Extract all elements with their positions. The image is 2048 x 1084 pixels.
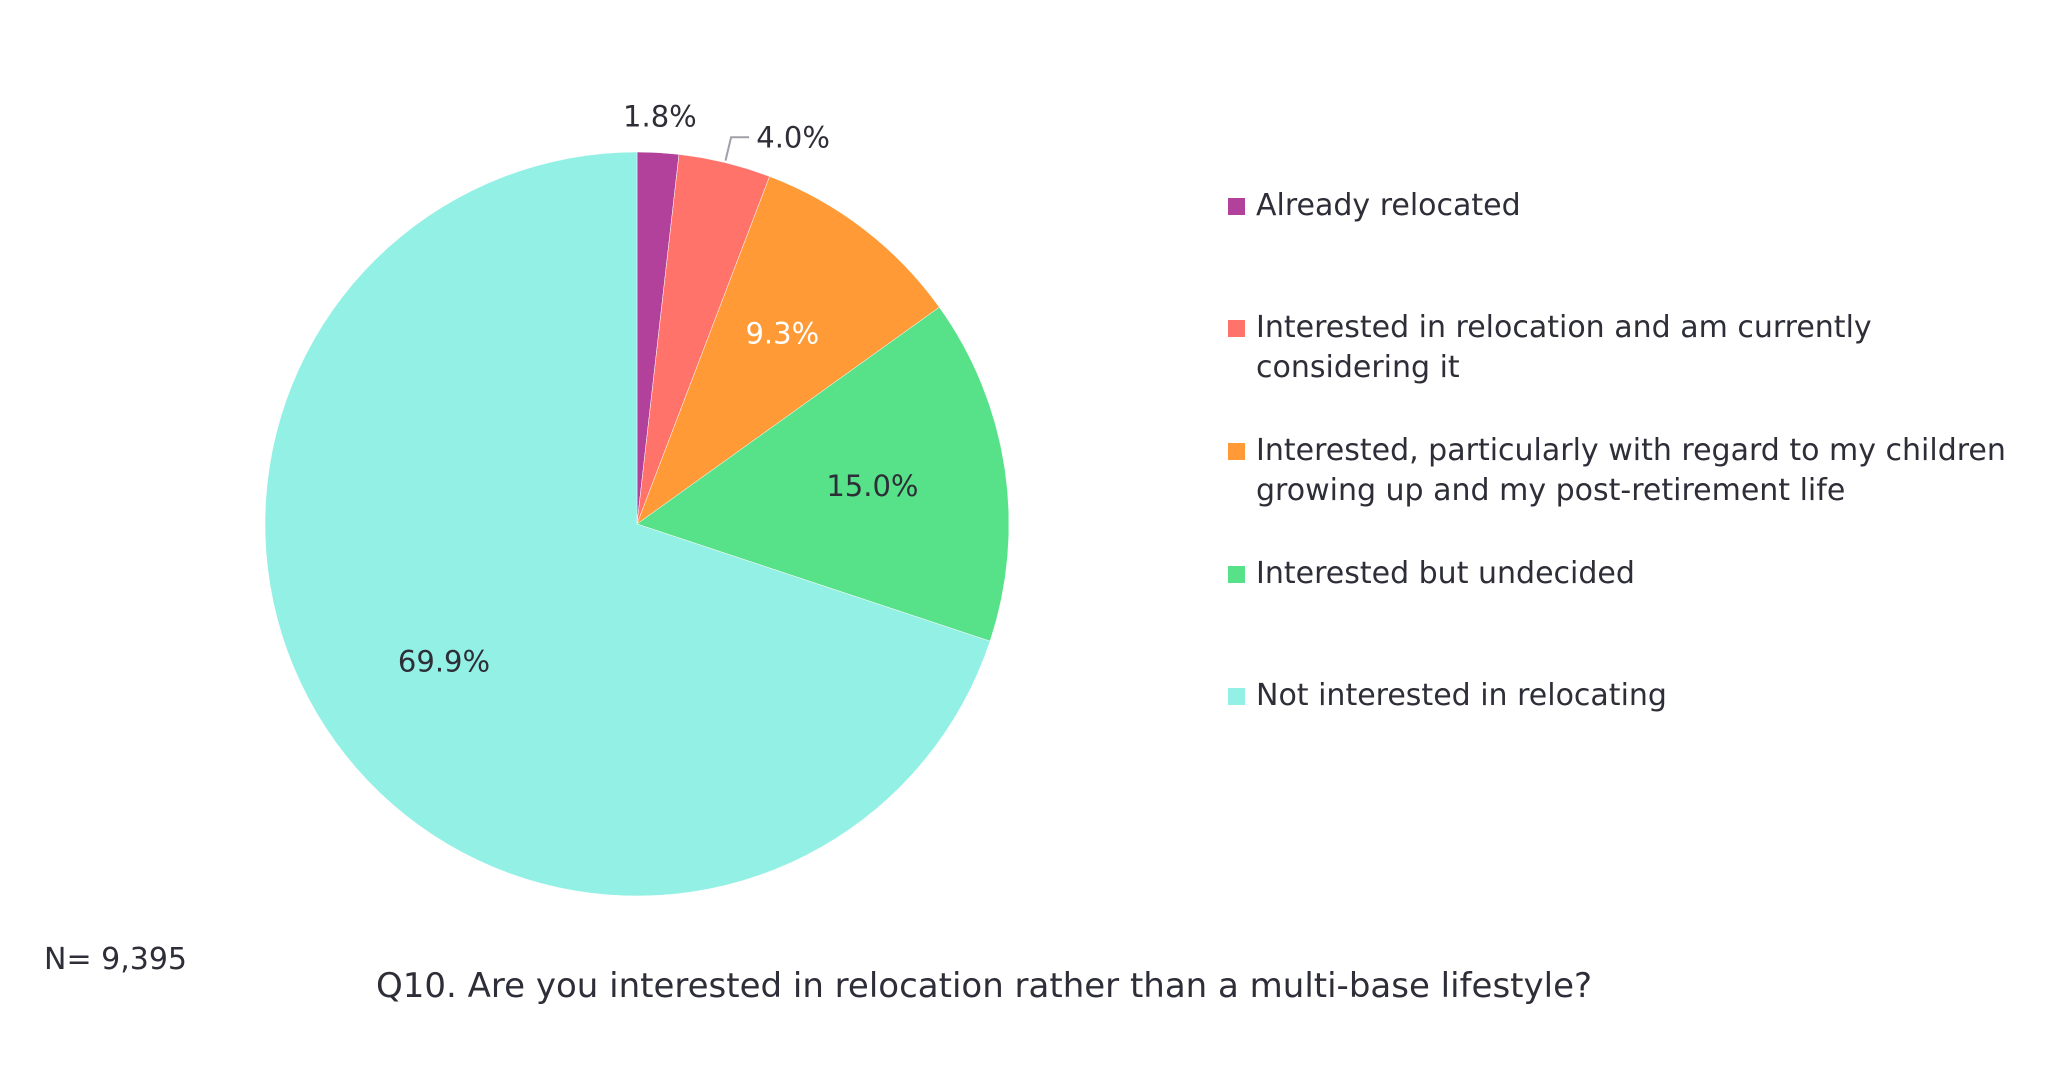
slice-label-5: 69.9%: [398, 644, 490, 678]
slice-label-4: 15.0%: [826, 469, 918, 503]
legend-label-line: Interested in relocation and am currentl…: [1256, 310, 1872, 345]
legend-label-line: Not interested in relocating: [1256, 678, 1667, 713]
sample-size-label: N= 9,395: [44, 942, 187, 977]
leader-line-2: [724, 136, 750, 161]
pie-slice-3: [636, 176, 940, 525]
legend-swatch: [1228, 566, 1245, 583]
legend-label: Interested in relocation and am currentl…: [1256, 308, 2036, 388]
legend-swatch: [1228, 320, 1245, 337]
slice-labels: 1.8% 4.0% 9.3% 15.0% 69.9%: [398, 100, 919, 679]
legend-swatch: [1228, 443, 1245, 460]
legend-label-line: growing up and my post-retirement life: [1256, 473, 1846, 508]
survey-question: Q10. Are you interested in relocation ra…: [376, 966, 1593, 1006]
slice-label-1: 1.8%: [623, 100, 697, 134]
pie-slices: [264, 151, 1010, 897]
legend-label: Interested but undecided: [1256, 554, 2036, 594]
leader-lines: [724, 136, 750, 161]
legend-swatch: [1228, 198, 1245, 215]
legend-label-line: Already relocated: [1256, 188, 1521, 223]
legend-label-line: considering it: [1256, 350, 1460, 385]
legend-label: Not interested in relocating: [1256, 676, 2036, 716]
legend-label-line: Interested, particularly with regard to …: [1256, 433, 2006, 468]
slice-label-2: 4.0%: [756, 120, 830, 154]
slice-label-3: 9.3%: [745, 316, 819, 350]
pie-slice-5: [264, 151, 991, 897]
legend-label: Interested, particularly with regard to …: [1256, 431, 2036, 511]
legend-label: Already relocated: [1256, 186, 2036, 226]
legend-label-line: Interested but undecided: [1256, 556, 1635, 591]
legend-swatch: [1228, 688, 1245, 705]
pie-slice-4: [636, 306, 1010, 642]
